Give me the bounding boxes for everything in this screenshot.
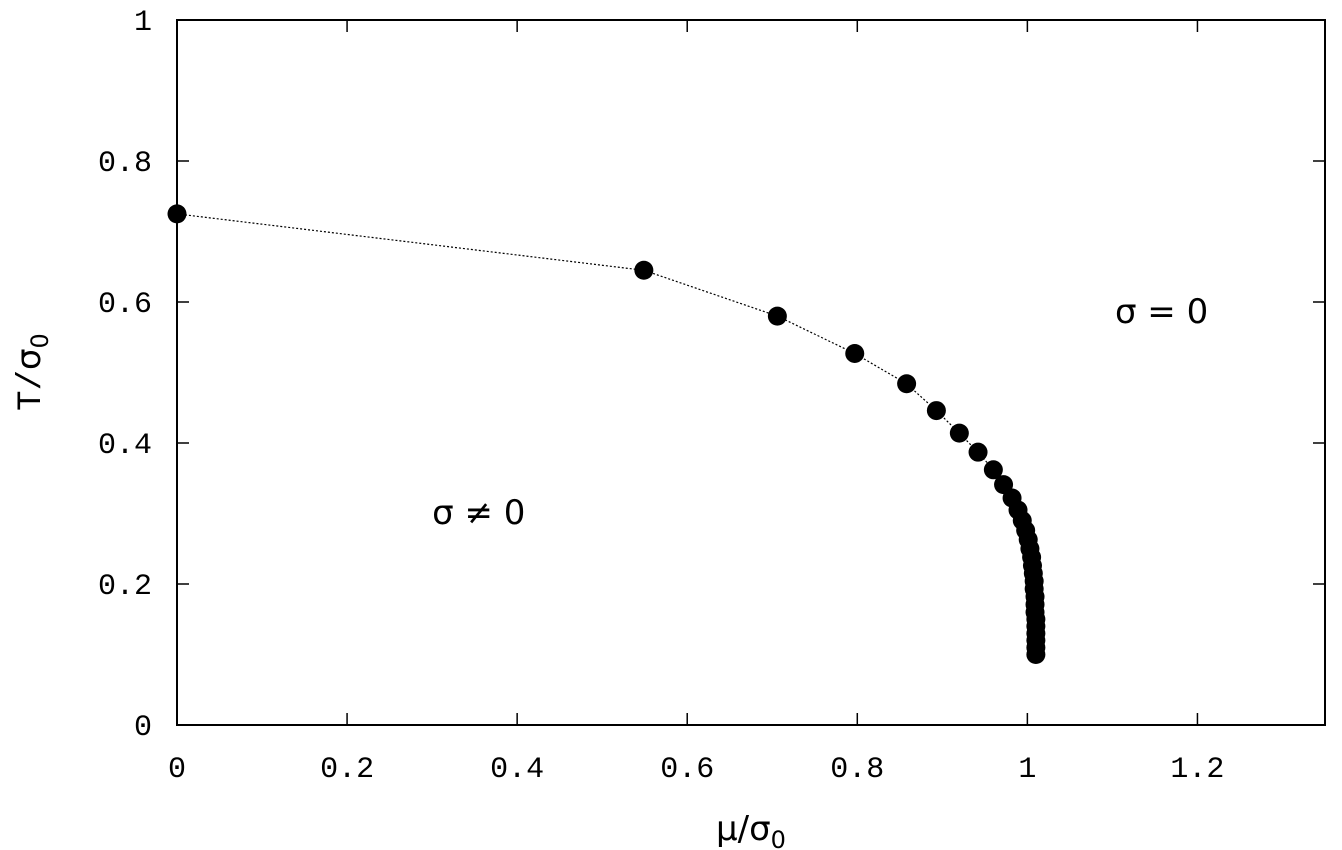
axis-ticks: [176, 19, 1325, 726]
region-annotation: σ ≠ 0: [432, 493, 525, 533]
y-tick-label: 0.2: [98, 570, 152, 604]
y-tick-label: 0.6: [98, 288, 152, 322]
data-point: [634, 260, 654, 280]
y-axis-label: T/σ0: [9, 333, 54, 411]
x-tick-label: 0.2: [320, 753, 374, 787]
series-connecting-line: [176, 213, 1037, 655]
y-tick-label: 1: [134, 6, 152, 40]
data-point: [845, 343, 865, 363]
data-markers: [167, 204, 1046, 664]
x-tick-label: 0.6: [660, 753, 714, 787]
y-axis-label-base: σ: [9, 348, 49, 370]
x-axis-label: μ/σ0: [716, 809, 786, 850]
x-axis-label-base: μ/σ: [716, 809, 771, 849]
x-tick-label: 1.2: [1170, 753, 1224, 787]
y-tick-label: 0.4: [98, 429, 152, 463]
region-annotations: σ = 0 σ ≠ 0: [432, 292, 1208, 533]
y-tick-label: 0: [134, 711, 152, 745]
data-point: [926, 401, 946, 421]
y-tick-label: 0.8: [98, 147, 152, 181]
y-axis-label-mono: T/: [13, 370, 51, 411]
data-point: [897, 374, 917, 394]
data-point: [167, 204, 187, 224]
x-tick-label: 0.4: [490, 753, 544, 787]
plot-frame: [176, 19, 1326, 726]
x-tick-label: 0: [168, 753, 186, 787]
data-point: [949, 423, 969, 443]
y-axis-label-sub: 0: [26, 333, 54, 348]
data-point: [983, 460, 1003, 480]
region-annotation: σ = 0: [1115, 292, 1208, 332]
x-tick-label: 1: [1018, 753, 1036, 787]
x-axis-label-sub: 0: [771, 826, 786, 850]
data-point: [767, 306, 787, 326]
data-point: [968, 442, 988, 462]
tick-labels: 0 0.2 0.4 0.6 0.8 1 1.2 0 0.2 0.4 0.6 0.8 1: [98, 6, 1224, 787]
data-point: [1026, 645, 1046, 664]
x-tick-label: 0.8: [830, 753, 884, 787]
